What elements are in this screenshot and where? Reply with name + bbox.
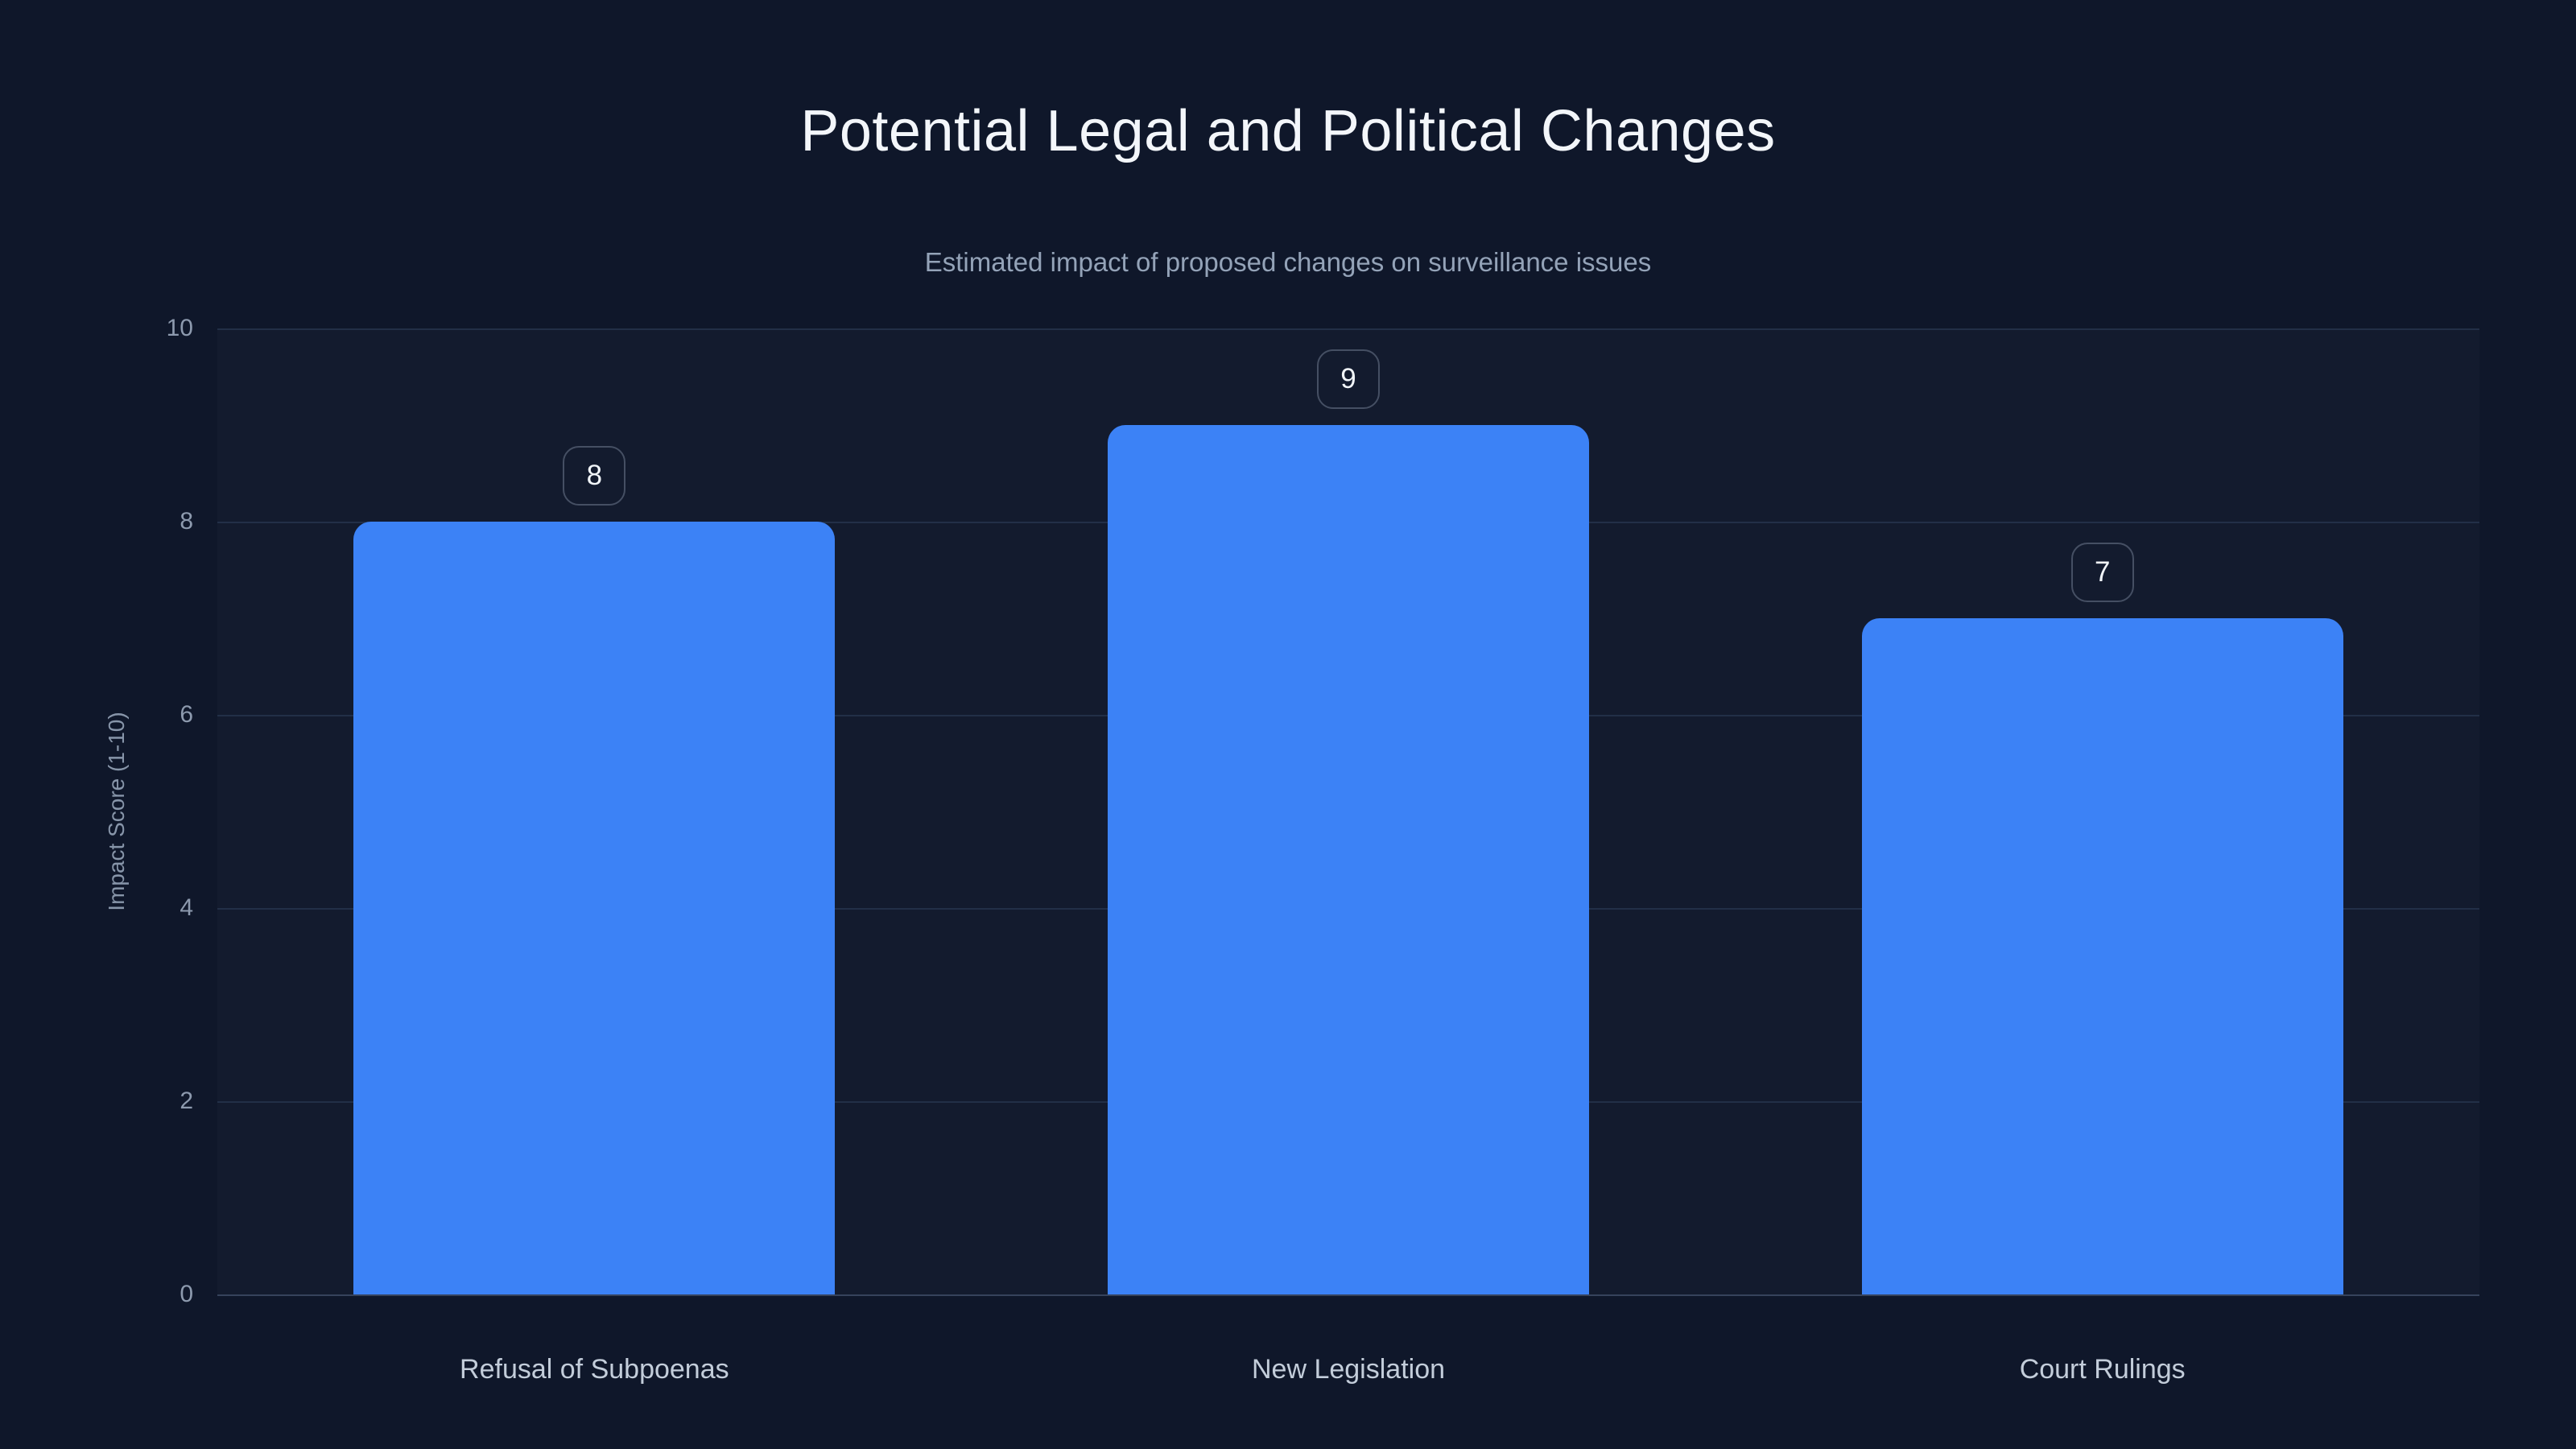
bar-group-new-legislation: 9 New Legislation <box>972 328 1726 1383</box>
gridline-y-10 <box>217 328 2479 330</box>
value-label: 8 <box>586 460 603 491</box>
value-badge: 9 <box>1317 349 1380 409</box>
bar <box>1108 425 1589 1294</box>
value-label: 9 <box>1340 363 1356 394</box>
value-badge: 7 <box>2070 543 2134 602</box>
bar <box>1861 618 2343 1294</box>
y-tick-label-4: 4 <box>180 894 193 921</box>
plot-area: 8 Refusal of Subpoenas 9 New Legislation… <box>217 328 2479 1383</box>
x-axis-category-label: New Legislation <box>1251 1354 1446 1385</box>
y-tick-label-10: 10 <box>166 315 193 341</box>
value-label: 7 <box>2094 556 2111 588</box>
value-badge: 8 <box>563 446 626 506</box>
y-tick-label-0: 0 <box>180 1281 193 1307</box>
chart-subtitle: Estimated impact of proposed changes on … <box>924 247 1652 277</box>
y-tick-label-2: 2 <box>180 1088 193 1114</box>
x-axis-category-label: Refusal of Subpoenas <box>460 1354 729 1385</box>
y-axis-title: Impact Score (1-10) <box>104 712 129 911</box>
chart-title: Potential Legal and Political Changes <box>800 99 1776 163</box>
bar-series: 8 Refusal of Subpoenas 9 New Legislation… <box>217 328 2479 1383</box>
bar-group-court-rulings: 7 Court Rulings <box>1725 328 2479 1383</box>
bar <box>353 522 836 1294</box>
y-tick-label-8: 8 <box>180 508 193 535</box>
bar-group-refusal-of-subpoenas: 8 Refusal of Subpoenas <box>217 328 972 1383</box>
y-tick-label-6: 6 <box>180 701 193 728</box>
x-axis-category-label: Court Rulings <box>2019 1354 2186 1385</box>
x-axis-line <box>217 1294 2479 1296</box>
